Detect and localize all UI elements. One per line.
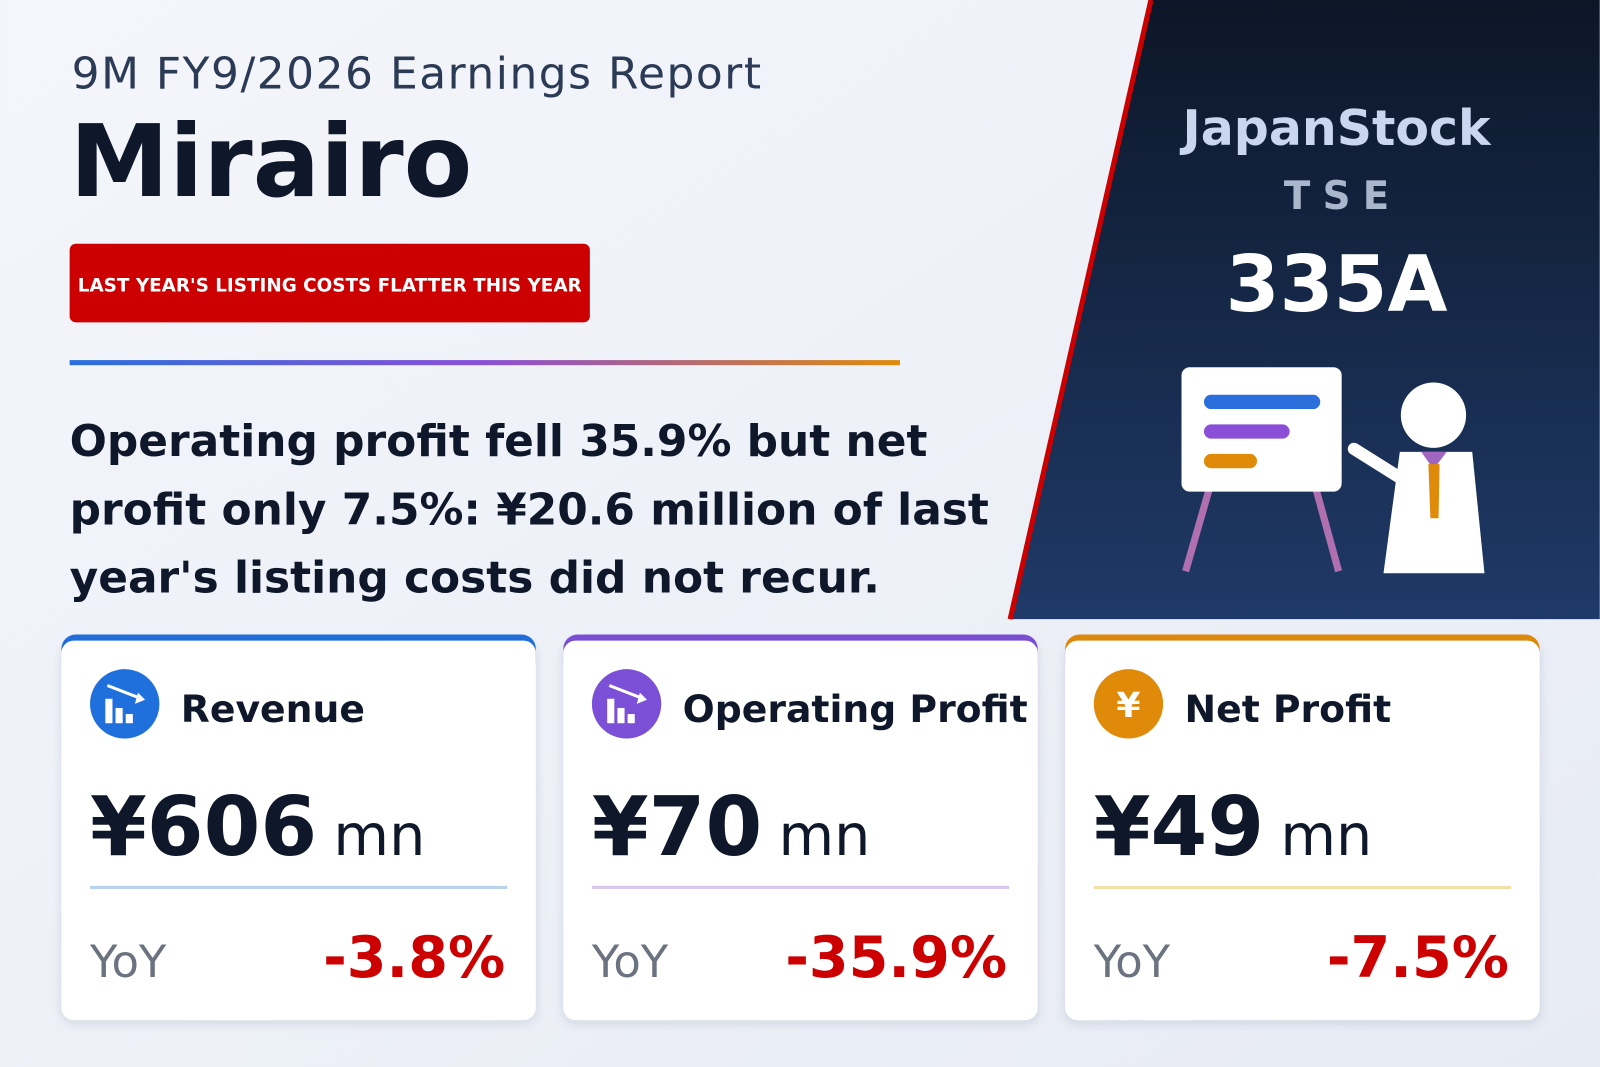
headline-line: profit only 7.5%: ¥20.6 million of last	[70, 484, 989, 535]
metric-card: ¥ Net Profit ¥49 mn YoY -7.5%	[1065, 634, 1540, 1021]
metric-card: Operating Profit ¥70 mn YoY -35.9%	[563, 634, 1038, 1021]
card-label: Net Profit	[1185, 687, 1392, 731]
value-unit: mn	[779, 803, 871, 869]
card-icon	[90, 669, 160, 739]
icon-arrow	[106, 684, 140, 700]
metric-card: Revenue ¥606 mn YoY -3.8%	[61, 634, 536, 1021]
card-value: ¥606 mn	[90, 780, 425, 875]
card-value: ¥70 mn	[592, 780, 870, 875]
chart-icon	[607, 684, 647, 724]
value-amount: ¥70	[592, 780, 762, 875]
yoy-label: YoY	[1093, 935, 1171, 988]
card-label: Operating Profit	[683, 687, 1028, 731]
subtitle: 9M FY9/2026 Earnings Report	[72, 49, 763, 100]
card-icon	[1093, 669, 1164, 739]
icon-arrow	[608, 684, 642, 700]
exchange: TSE	[1284, 174, 1402, 219]
yoy-label: YoY	[591, 935, 669, 988]
yoy-value: -3.8%	[323, 925, 505, 991]
yoy-value: -7.5%	[1327, 925, 1509, 991]
headline: Operating profit fell 35.9% but net profi…	[70, 416, 989, 604]
card-body	[61, 640, 536, 1021]
icon-bar	[617, 707, 625, 724]
chart-icon	[105, 684, 146, 724]
value-amount: ¥49	[1094, 780, 1264, 875]
icon-arrowhead	[134, 692, 146, 704]
icon-bar	[105, 698, 113, 724]
card-body	[1065, 640, 1540, 1021]
card-icon-text: ¥	[1116, 686, 1140, 726]
yoy-label: YoY	[89, 935, 167, 988]
headline-line: Operating profit fell 35.9% but net	[70, 416, 928, 467]
value-amount: ¥606	[90, 780, 317, 875]
brand-name: JapanStock	[1180, 100, 1492, 157]
badge	[69, 243, 590, 323]
headline-line: year's listing costs did not recur.	[70, 553, 880, 604]
divider	[69, 360, 900, 366]
yoy-value: -35.9%	[785, 925, 1007, 991]
presenter-illustration	[1181, 367, 1485, 574]
icon-arrowhead	[636, 692, 647, 704]
card-icon	[591, 669, 662, 739]
icon-bar	[627, 714, 635, 724]
icon-bar	[607, 698, 615, 724]
panel-edge	[1007, 0, 1154, 620]
ticker-code: 335A	[1226, 240, 1448, 330]
badge-text: LAST YEAR'S LISTING COSTS FLATTER THIS Y…	[78, 276, 582, 297]
value-unit: mn	[1280, 803, 1372, 869]
card-value: ¥49 mn	[1094, 780, 1372, 875]
value-unit: mn	[333, 803, 425, 869]
icon-bar	[115, 707, 123, 724]
icon-bar	[125, 714, 133, 724]
company: Mirairo	[70, 103, 473, 220]
card-label: Revenue	[181, 687, 365, 731]
card-body	[563, 640, 1038, 1021]
